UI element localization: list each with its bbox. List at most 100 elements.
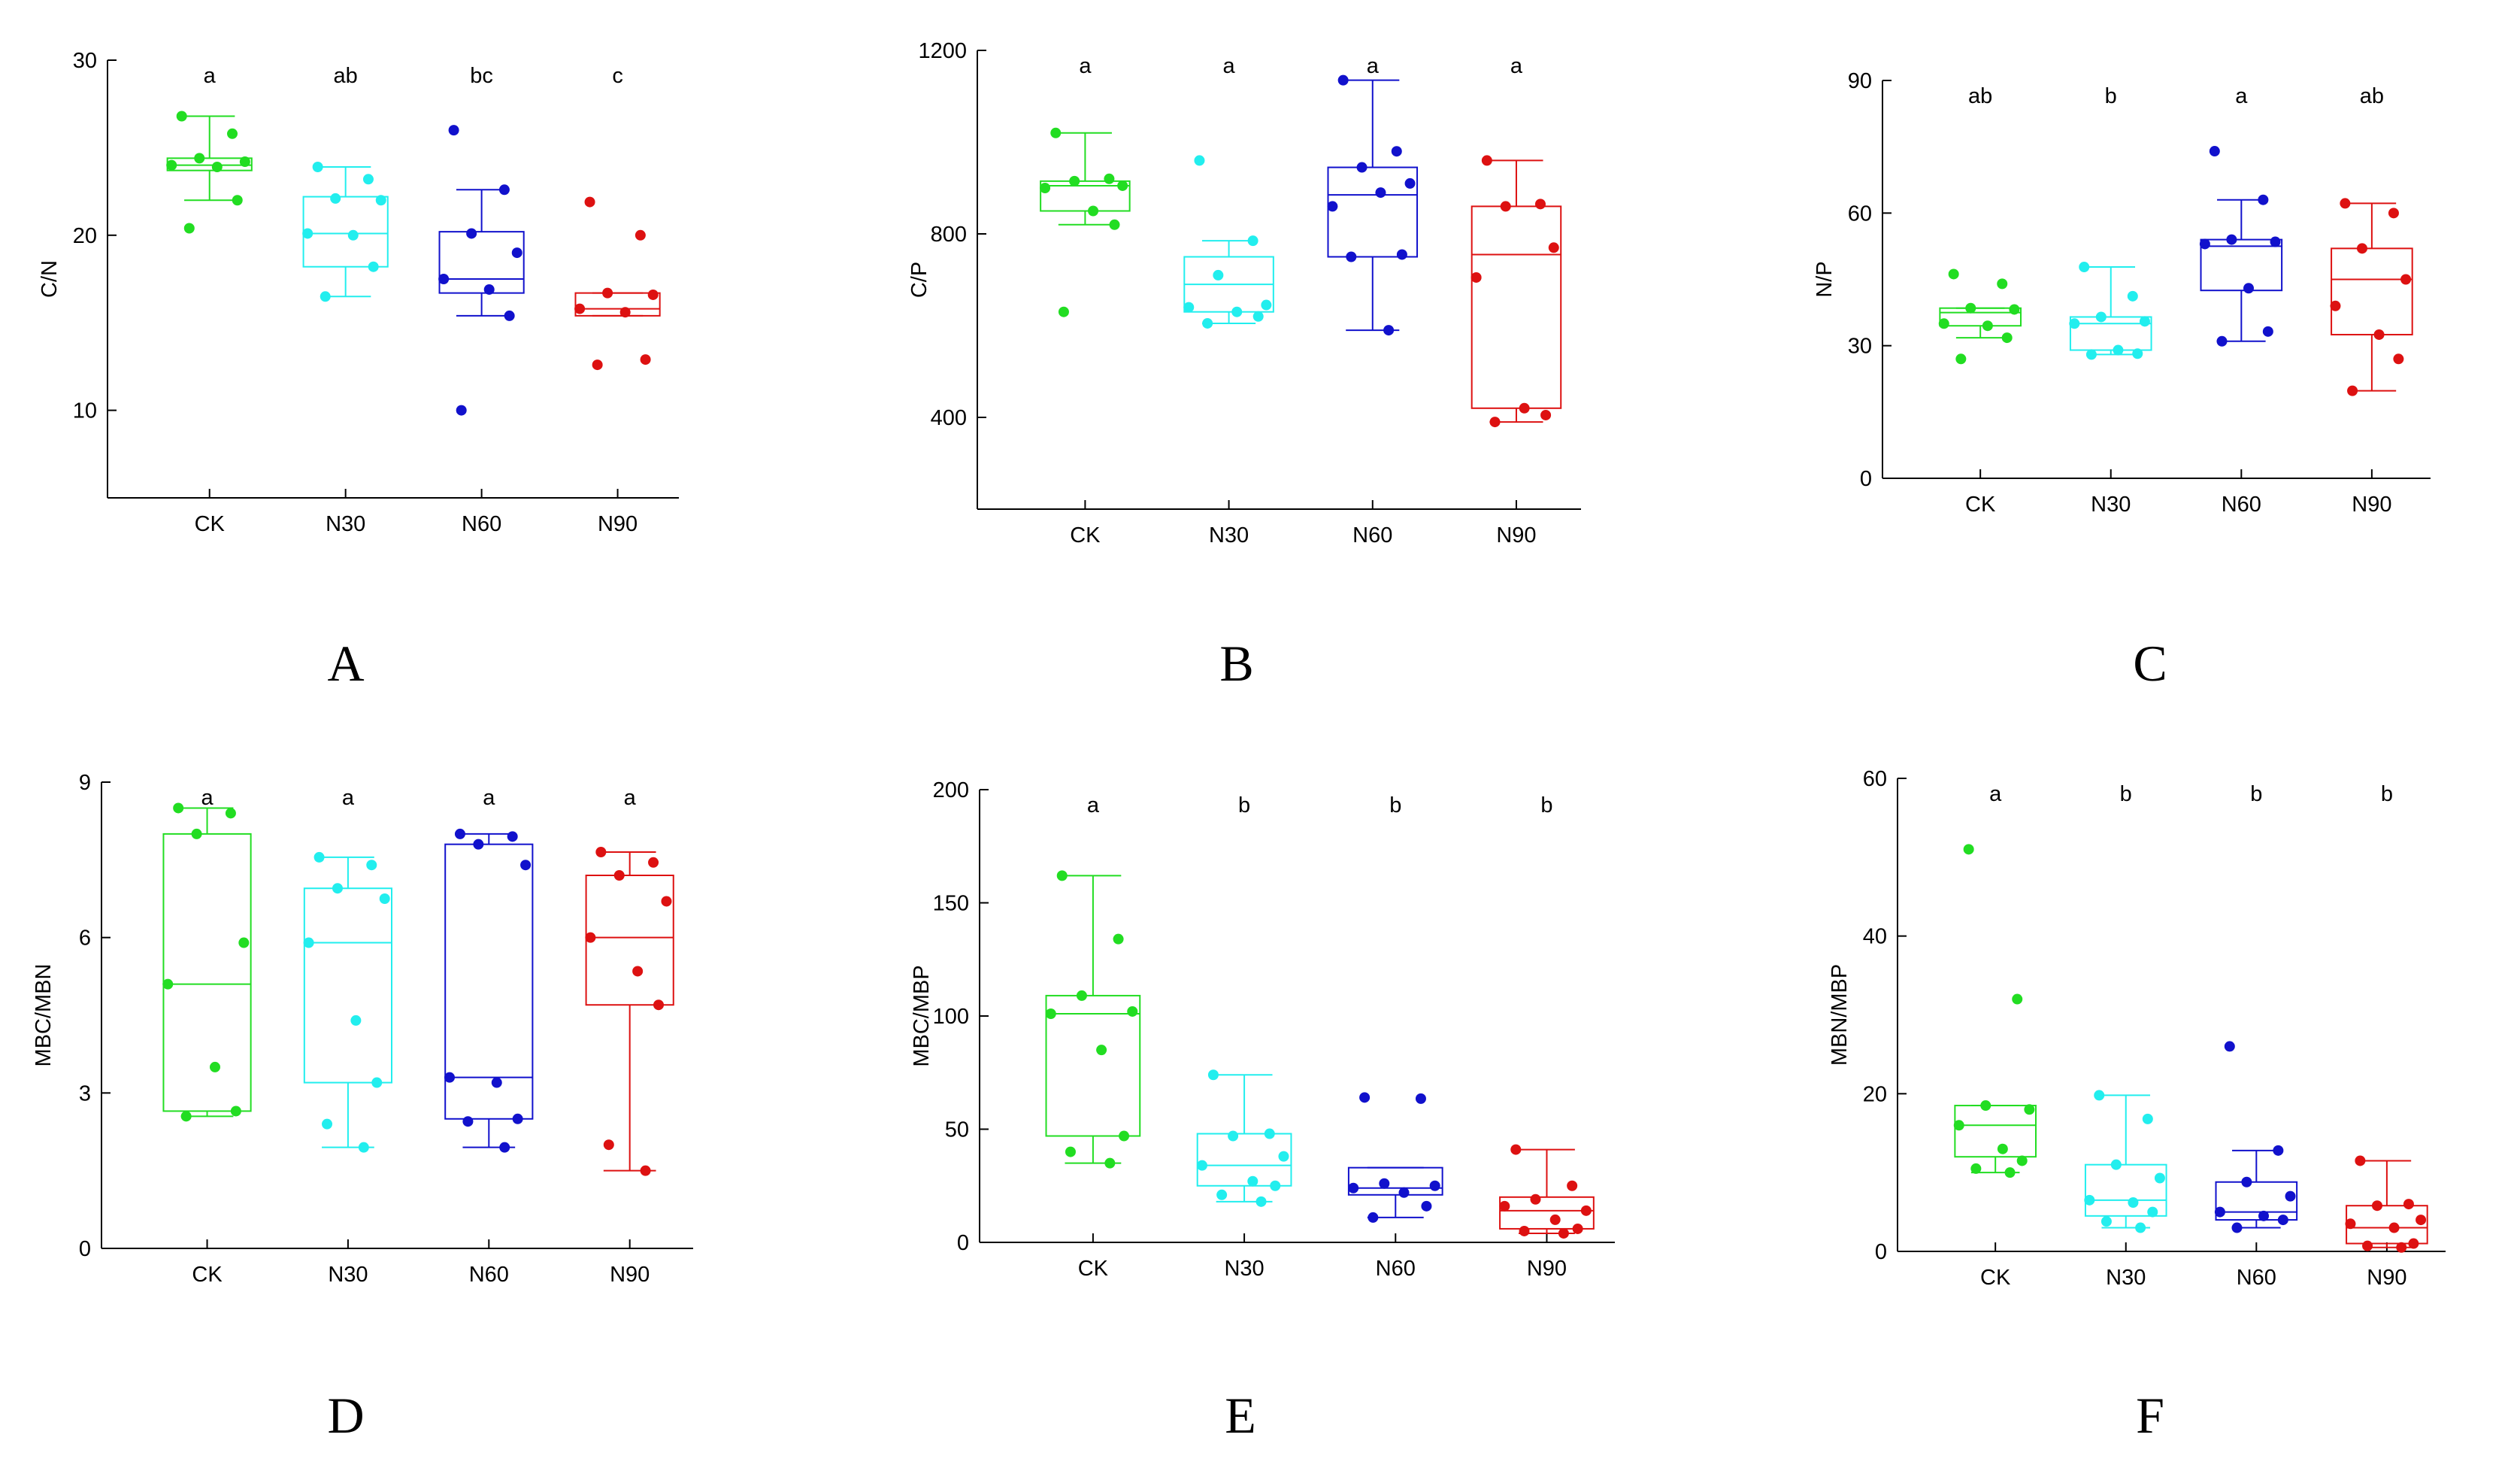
panel-letter: B [1219,635,1253,692]
data-point [1965,302,1976,314]
x-tick-label: CK [195,512,226,536]
series-n60: N60 bc [438,64,525,536]
data-point [602,287,613,299]
data-point [462,1116,474,1127]
data-point [362,174,374,185]
data-point [1375,187,1386,199]
data-point [2154,1172,2165,1184]
data-point [332,883,343,894]
data-point [520,860,532,871]
series-n30: N30 b [2069,84,2152,517]
data-point [1963,844,1974,855]
data-point [1519,1225,1530,1236]
data-point [603,1139,614,1151]
data-point [1207,1069,1219,1081]
data-point [1196,1160,1207,1171]
significance-letter: b [2381,782,2393,806]
data-point [2069,318,2080,329]
x-tick-label: N90 [610,1263,650,1287]
data-point [1069,175,1080,187]
data-point [473,839,484,850]
data-point [2400,274,2412,285]
data-point [1076,990,1087,1001]
significance-letter: b [2250,782,2262,806]
data-point [1096,1045,1107,1056]
significance-letter: a [1087,793,1100,817]
data-point [173,802,184,814]
data-point [180,1111,192,1122]
data-point [491,1077,502,1088]
data-point [498,184,510,196]
data-point [2209,146,2220,157]
data-point [2216,335,2228,347]
significance-letter: ab [2360,84,2384,108]
series-n60: N60 a [1327,54,1419,547]
data-point [350,1015,362,1026]
data-point [209,1061,220,1072]
data-point [2262,326,2273,337]
significance-letter: a [2235,84,2248,108]
data-point [2330,300,2341,311]
data-point [504,310,515,321]
box [1939,307,2022,327]
x-tick-label: N90 [2352,493,2391,517]
y-tick-label: 100 [933,1005,969,1029]
data-point [1982,320,1993,332]
data-point [1429,1180,1440,1191]
data-point [2347,385,2358,396]
y-tick-label: 30 [1848,335,1872,359]
x-tick-label: N90 [1496,523,1536,547]
series-ck: CK ab [1938,84,2022,517]
x-tick-label: N30 [2106,1266,2146,1290]
series-n30: N30 a [303,786,393,1287]
data-point [2277,1215,2288,1226]
x-tick-label: N30 [2091,493,2131,517]
significance-letter: ab [334,64,358,88]
data-point [320,291,331,302]
x-tick-label: N90 [598,512,638,536]
significance-letter: a [1989,782,2002,806]
data-point [1567,1180,1578,1191]
significance-letter: a [1079,54,1092,78]
significance-letter: a [1367,54,1380,78]
data-point [1270,1180,1281,1191]
significance-letter: a [1510,54,1523,78]
y-tick-label: 90 [1848,69,1872,93]
data-point [1127,1005,1138,1017]
data-point [2416,1215,2427,1226]
y-axis-label: MBN/MBP [1828,964,1852,1066]
data-point [2009,304,2020,315]
series-ck: CK a [1953,782,2037,1290]
data-point [1368,1212,1379,1223]
significance-letter: ab [1968,84,1992,108]
data-point [585,932,596,943]
data-point [1346,251,1357,262]
data-point [2273,1145,2284,1156]
y-tick-label: 800 [931,223,967,247]
box [302,196,389,268]
box [1954,1105,2037,1158]
series-n30: N30 a [1183,54,1274,547]
data-point [632,966,644,977]
data-point [2356,243,2367,254]
data-point [584,196,595,208]
significance-letter: a [342,786,355,810]
y-tick-label: 0 [1875,1240,1887,1264]
data-point [592,359,603,371]
data-point [1119,1130,1130,1142]
data-point [2084,1194,2095,1206]
series-ck: CK a [166,64,253,536]
box [1040,180,1131,212]
data-point [1499,1200,1510,1212]
box [2084,1163,2167,1217]
data-point [1337,74,1349,86]
data-point [1379,1178,1390,1189]
data-point [1481,155,1492,166]
data-point [444,1072,456,1083]
box [1196,1133,1292,1187]
data-point [2362,1240,2373,1251]
data-point [1534,199,1546,210]
panel-letter: E [1225,1387,1256,1444]
data-point [2224,1041,2235,1052]
data-point [1489,417,1501,428]
